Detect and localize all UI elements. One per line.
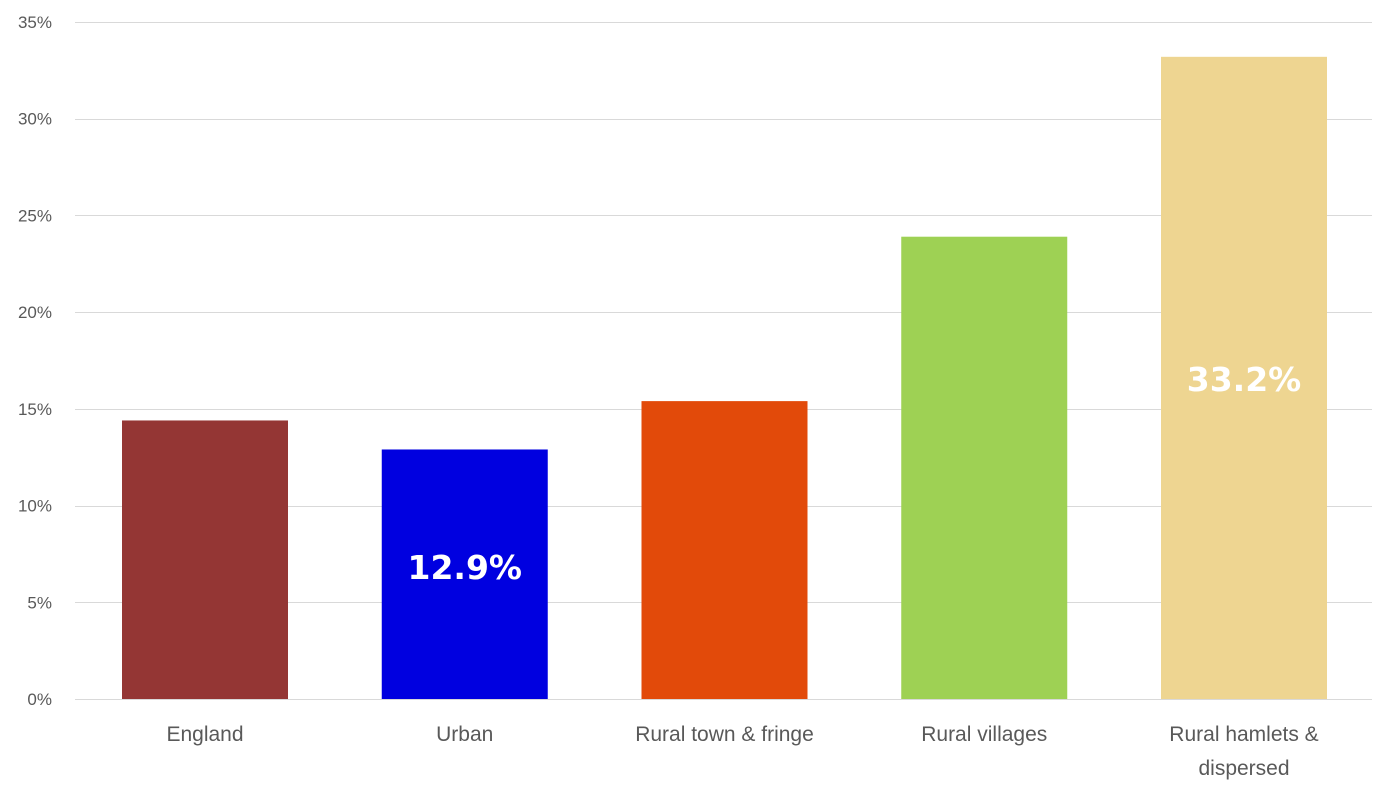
y-tick-label: 30%: [18, 110, 52, 129]
y-tick-label: 15%: [18, 400, 52, 419]
x-axis-category-labels: England Urban Rural town & fringe Rural vil…: [166, 723, 1318, 780]
x-category-label: Urban: [436, 723, 493, 746]
gridlines: [75, 22, 1372, 700]
y-tick-label: 20%: [18, 303, 52, 322]
bar: [901, 236, 1068, 699]
x-category-label: Rural villages: [921, 723, 1047, 746]
bars: [122, 56, 1327, 700]
bar: [1161, 56, 1327, 700]
bar: [381, 449, 548, 699]
y-tick-label: 5%: [27, 593, 52, 612]
y-tick-label: 35%: [18, 13, 52, 32]
data-labels: 12.9% 33.2%: [408, 360, 1302, 587]
y-axis-tick-labels: 0% 5% 10% 15% 20% 25% 30% 35%: [18, 13, 52, 709]
x-category-label: Rural hamlets &: [1169, 723, 1318, 746]
bar: [122, 420, 288, 699]
y-tick-label: 10%: [18, 497, 52, 516]
y-tick-label: 25%: [18, 206, 52, 225]
x-category-label: Rural town & fringe: [635, 723, 814, 746]
x-category-label: England: [166, 723, 243, 746]
y-tick-label: 0%: [27, 690, 52, 709]
bar: [641, 401, 808, 699]
x-category-label: dispersed: [1198, 757, 1289, 780]
data-label: 33.2%: [1187, 360, 1302, 399]
data-label: 12.9%: [408, 548, 523, 587]
